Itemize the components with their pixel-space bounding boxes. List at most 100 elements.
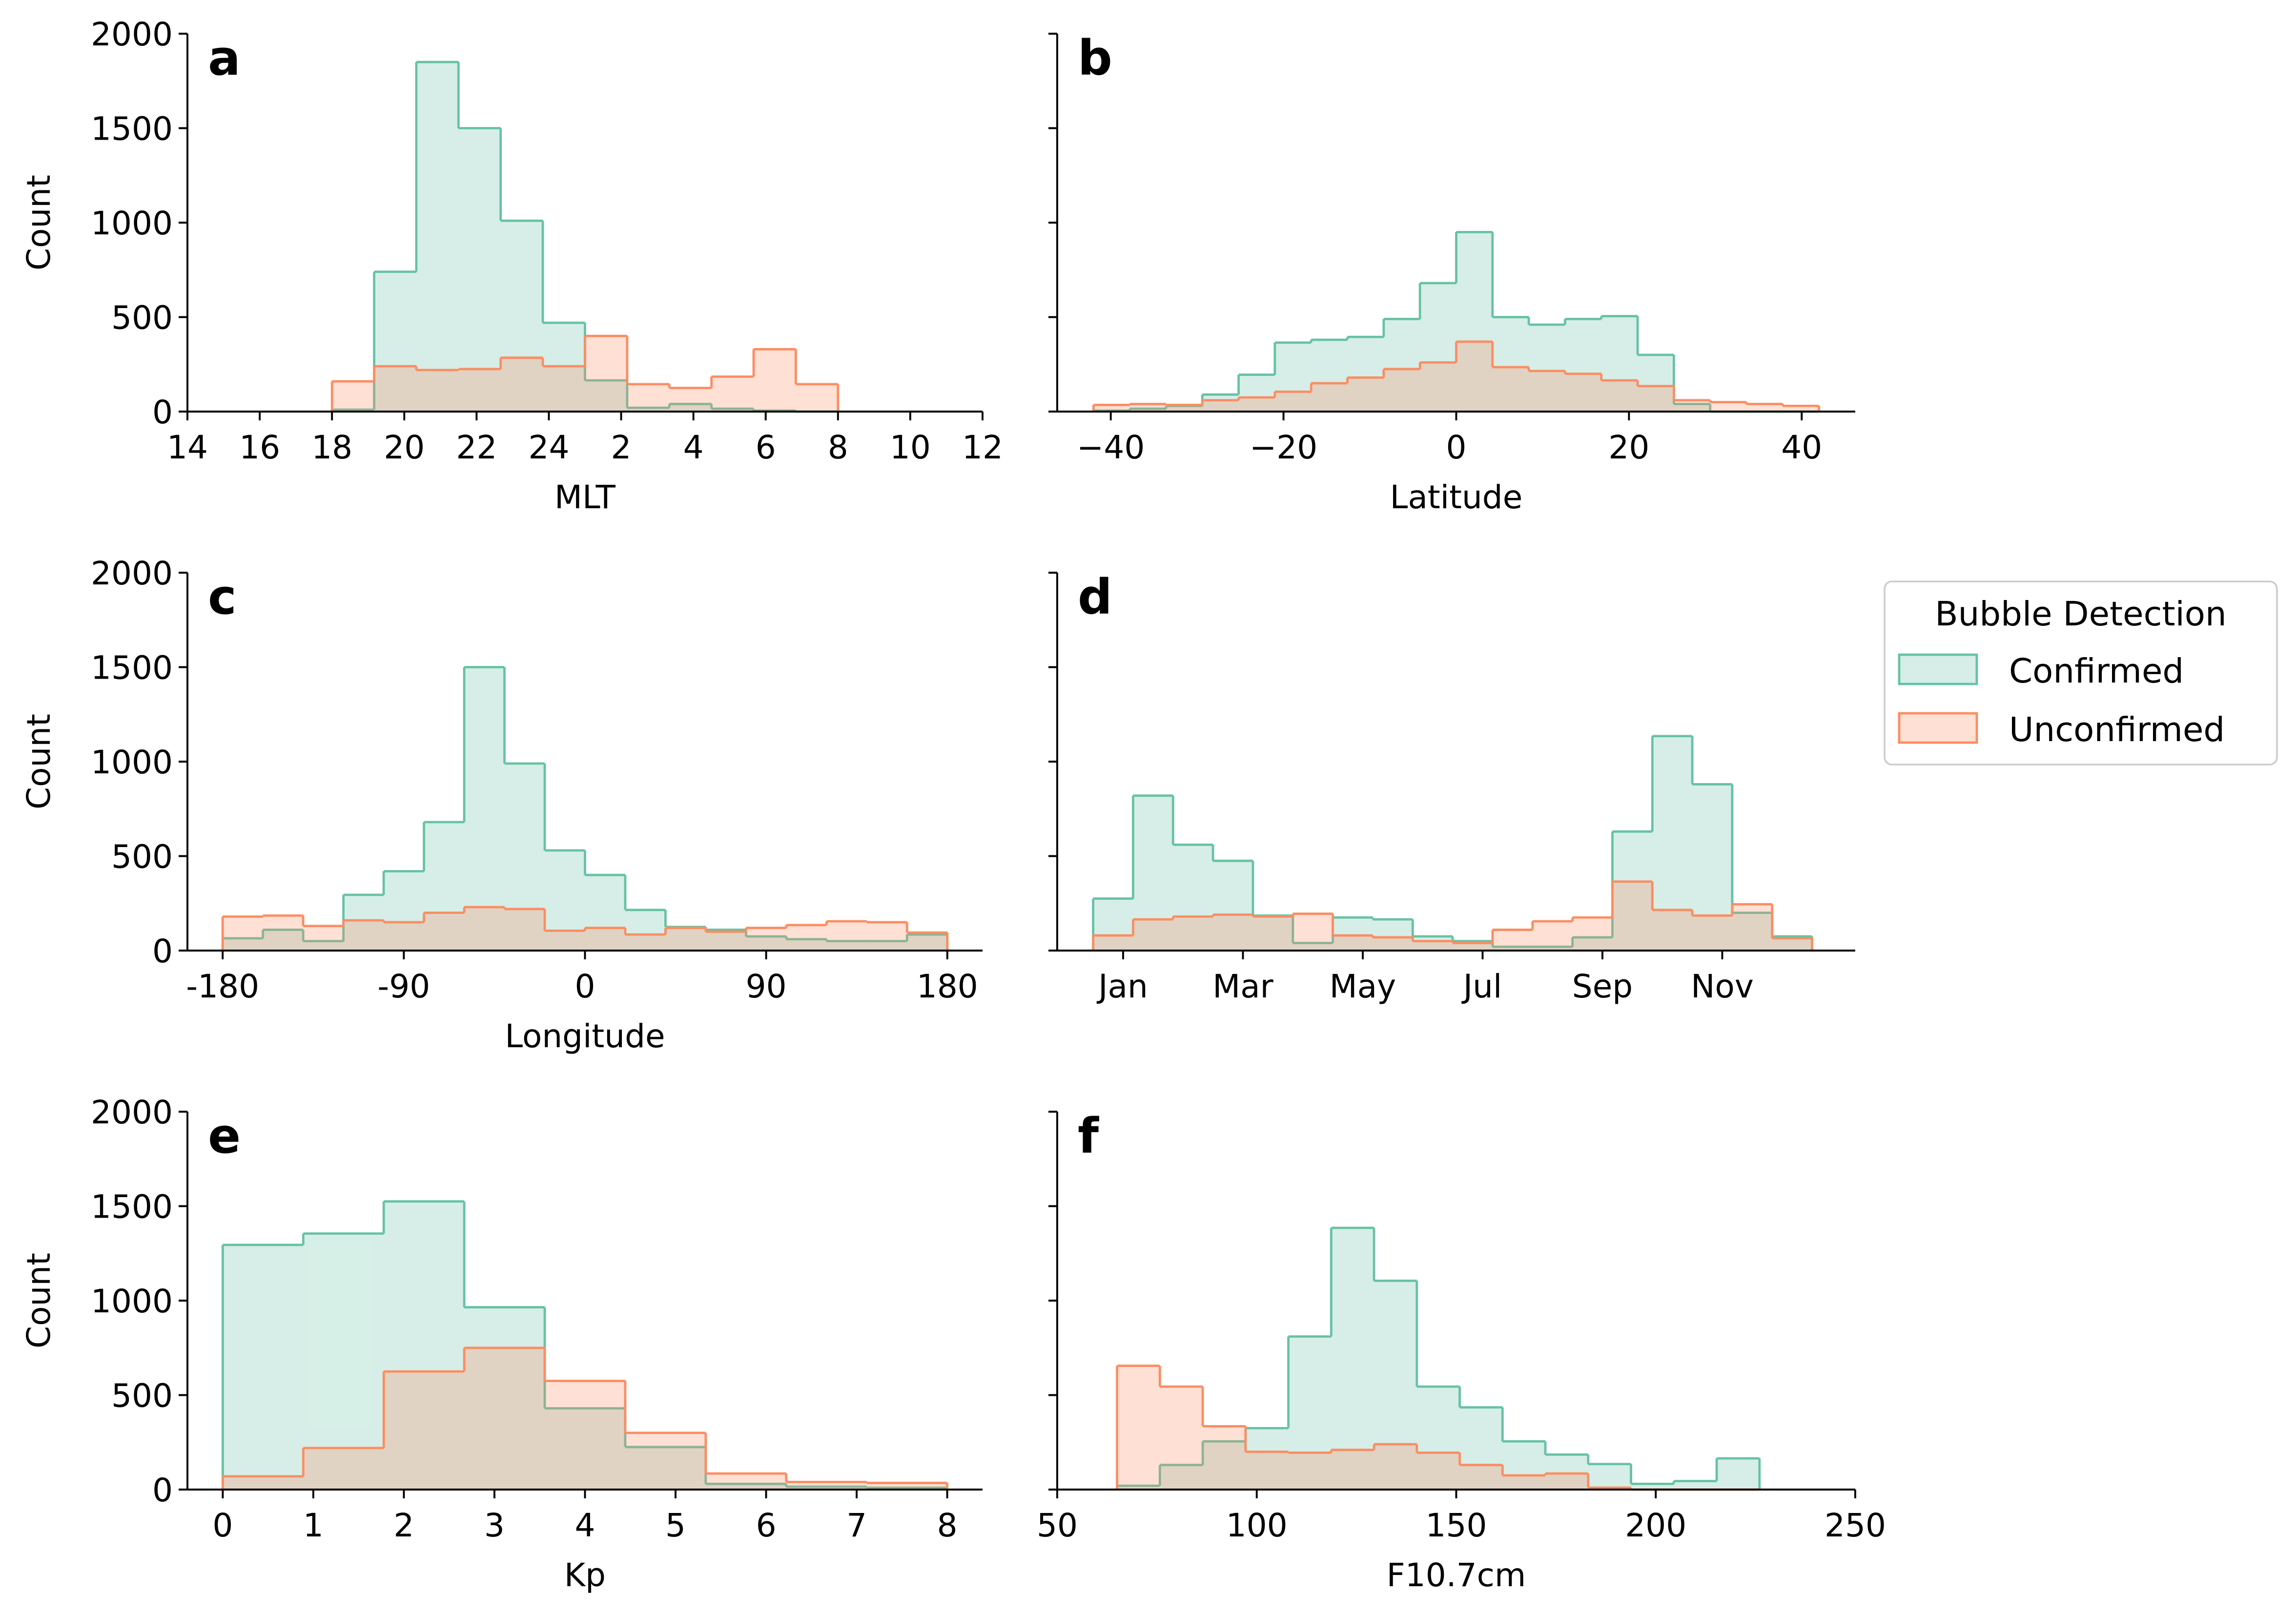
bar	[1459, 1465, 1503, 1490]
panel: 0 500 1000 1500 2000 0 1 2 3 4 5 6 7 8 Kp Count e	[20, 1094, 983, 1594]
bar	[1331, 1228, 1374, 1490]
y-tick-label: 1000	[91, 1283, 173, 1320]
x-tick-label: 180	[917, 968, 978, 1005]
bar	[416, 62, 459, 412]
bar	[223, 1476, 304, 1490]
x-tick-label: 24	[528, 429, 569, 466]
bar	[545, 1408, 625, 1490]
bar	[1459, 1407, 1503, 1490]
x-tick-label: Mar	[1212, 968, 1273, 1005]
y-tick-label: 1500	[91, 1188, 173, 1226]
bar	[1601, 316, 1638, 412]
bar	[866, 1483, 947, 1490]
bar	[545, 931, 585, 951]
bar	[711, 376, 754, 412]
bar	[458, 128, 501, 412]
bar	[786, 1482, 867, 1490]
x-axis-label: MLT	[554, 478, 616, 516]
bar	[464, 1307, 545, 1490]
bar	[1413, 936, 1453, 951]
bar	[1117, 1366, 1160, 1490]
bar	[1213, 914, 1253, 951]
bar	[1631, 1484, 1674, 1490]
bar	[1601, 380, 1638, 412]
legend-label: Confirmed	[2009, 652, 2184, 691]
panel-letter: c	[208, 569, 237, 625]
y-axis-label: Count	[20, 1253, 58, 1348]
x-tick-label: 2	[393, 1507, 414, 1544]
bar	[374, 271, 416, 412]
bar	[705, 930, 746, 951]
bar	[665, 928, 706, 951]
bar	[1652, 736, 1693, 951]
bar	[627, 408, 670, 412]
x-tick-label: 40	[1781, 429, 1822, 466]
bar	[1160, 1465, 1203, 1490]
bar	[1502, 1475, 1546, 1490]
bar	[263, 915, 304, 951]
bar	[1332, 935, 1373, 951]
x-tick-label: 3	[484, 1507, 505, 1544]
legend-swatch	[1898, 653, 1978, 685]
bar	[1692, 784, 1732, 951]
bar	[458, 369, 501, 412]
bar	[1311, 339, 1348, 412]
bar	[1413, 941, 1453, 951]
bar	[1288, 1452, 1332, 1490]
x-tick-label: 4	[683, 429, 704, 466]
bar	[1133, 795, 1173, 951]
x-tick-label: 150	[1426, 1507, 1487, 1544]
bar	[1416, 1452, 1460, 1490]
bar	[1331, 1450, 1374, 1490]
bar	[223, 1244, 304, 1490]
panel-letter: f	[1078, 1108, 1099, 1164]
x-tick-label: May	[1330, 968, 1396, 1005]
x-tick-label: 200	[1625, 1507, 1686, 1544]
bar	[1166, 405, 1203, 412]
panel-letter: d	[1078, 569, 1112, 625]
bar	[1732, 912, 1772, 951]
panel: 0 500 1000 1500 2000 -180 -90 0 90 180 Longitude Co…	[20, 555, 983, 1055]
bar	[866, 941, 907, 951]
bar	[1383, 369, 1420, 412]
bar	[1213, 861, 1253, 951]
bar	[303, 941, 344, 951]
legend-swatch	[1898, 712, 1978, 744]
x-tick-label: 20	[1608, 429, 1649, 466]
bar	[1347, 337, 1384, 412]
bar	[1532, 921, 1573, 951]
bar	[1292, 913, 1333, 951]
bar	[1252, 916, 1293, 951]
x-tick-label: 1	[303, 1507, 324, 1544]
x-tick-label: 14	[167, 429, 208, 466]
x-tick-label: 90	[746, 968, 787, 1005]
bar	[1532, 947, 1573, 951]
x-axis-label: Kp	[564, 1556, 606, 1594]
bar	[705, 1484, 786, 1490]
bar	[384, 1371, 465, 1490]
bar	[1674, 404, 1710, 412]
bar	[1238, 374, 1275, 412]
x-tick-label: -90	[377, 968, 430, 1005]
y-tick-label: 0	[152, 932, 173, 970]
bar	[545, 850, 585, 951]
bar	[1453, 943, 1493, 951]
x-tick-label: 250	[1824, 1507, 1886, 1544]
panel: Jan Mar May Jul Sep Nov d	[1048, 569, 1855, 1005]
bar	[223, 938, 263, 951]
x-tick-label: 16	[239, 429, 280, 466]
bar	[669, 404, 712, 412]
y-axis-label: Count	[20, 714, 58, 809]
panel: −40 −20 0 20 40 Latitude b	[1048, 30, 1855, 516]
bar	[627, 384, 670, 412]
bar	[585, 928, 625, 951]
bar	[1160, 1387, 1203, 1490]
x-tick-label: 8	[828, 429, 848, 466]
bar	[585, 336, 627, 412]
bar	[1173, 916, 1213, 951]
bar	[384, 1201, 465, 1490]
bar	[1612, 881, 1653, 951]
x-tick-label: 12	[962, 429, 1003, 466]
bar	[500, 357, 543, 412]
